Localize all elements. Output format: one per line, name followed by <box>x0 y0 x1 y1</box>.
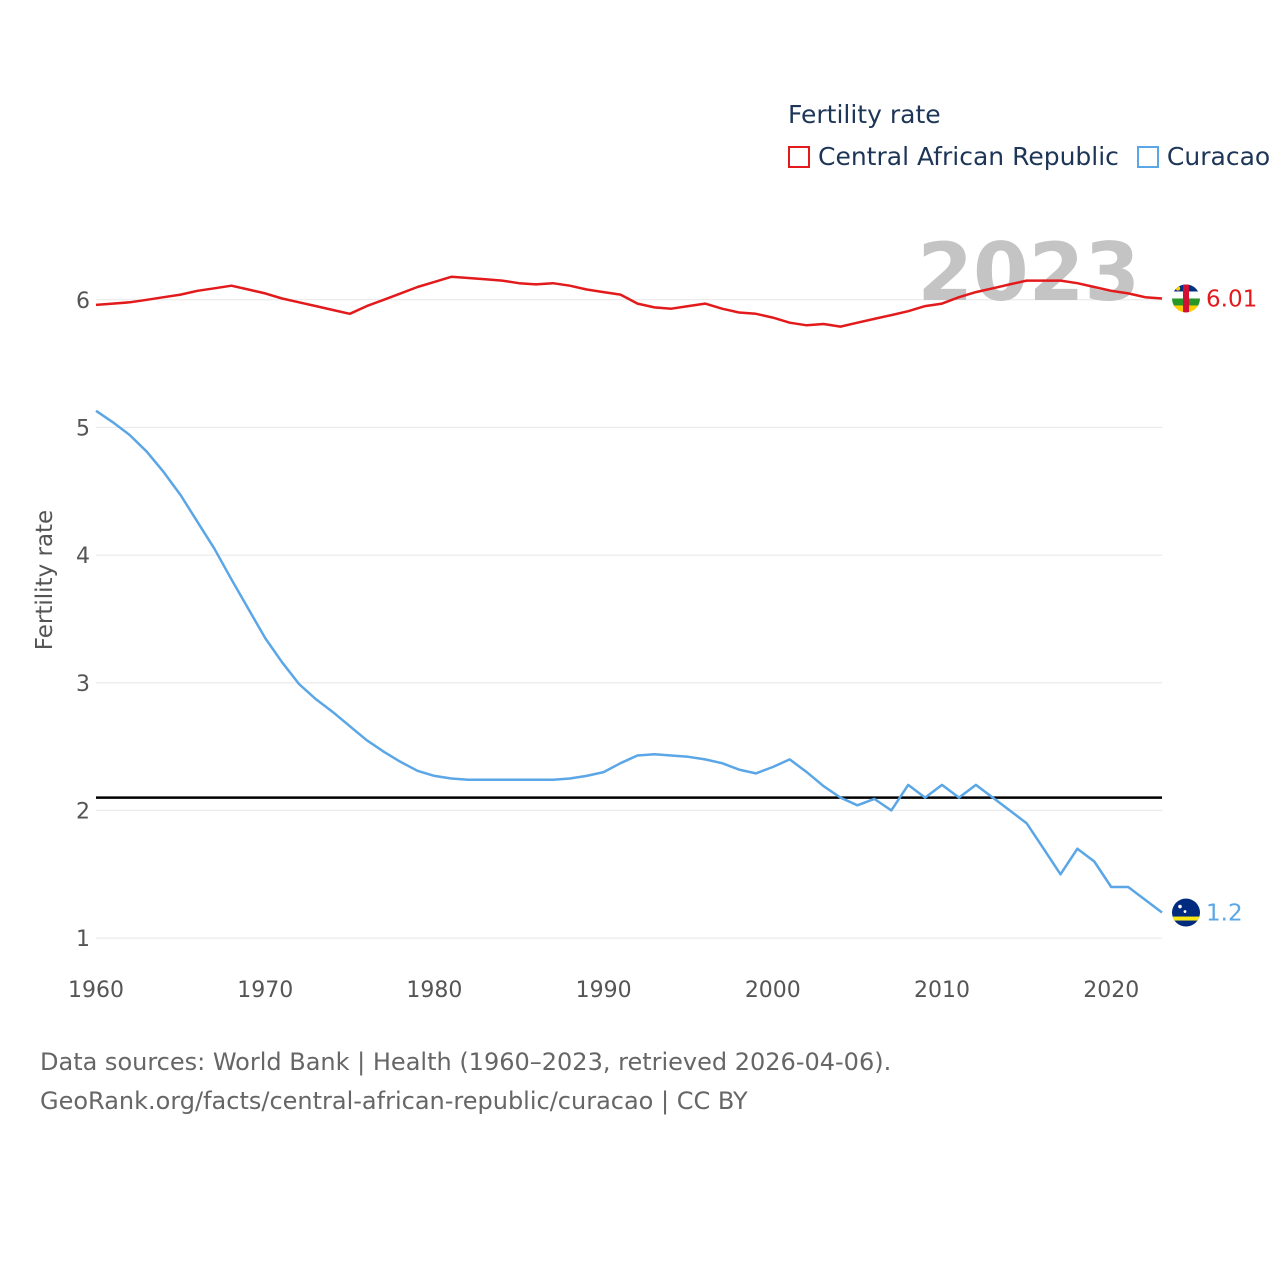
x-axis-ticks: 1960 1970 1980 1990 2000 2010 2020 <box>68 978 1139 1003</box>
y-axis-label: Fertility rate <box>32 510 58 650</box>
grid-lines <box>96 299 1162 939</box>
footer-sources: Data sources: World Bank | Health (1960–… <box>40 1048 892 1076</box>
legend-item-central-african-republic[interactable]: Central African Republic <box>788 142 1119 171</box>
footer-link[interactable]: GeoRank.org/facts/central-african-republ… <box>40 1087 748 1115</box>
footer: Data sources: World Bank | Health (1960–… <box>40 1043 891 1121</box>
x-tick-label-1980: 1980 <box>406 978 462 1003</box>
x-tick-label-1970: 1970 <box>237 978 293 1003</box>
year-watermark: 2023 <box>917 226 1140 319</box>
legend-swatch-central-african-republic <box>788 145 810 168</box>
x-tick-label-1960: 1960 <box>68 978 124 1003</box>
y-tick-label-6: 6 <box>76 289 90 314</box>
series-lines <box>95 275 1163 914</box>
legend: Central African Republic Curacao <box>788 142 1280 171</box>
y-tick-label-2: 2 <box>76 799 90 824</box>
x-tick-label-1990: 1990 <box>576 978 632 1003</box>
legend-label-central-african-republic: Central African Republic <box>818 142 1119 171</box>
end-value-label-curacao: 1.2 <box>1206 901 1243 927</box>
x-tick-label-2010: 2010 <box>914 978 970 1003</box>
curacao-flag-icon <box>1172 898 1200 927</box>
central-african-republic-flag-icon <box>1172 284 1200 313</box>
y-tick-label-5: 5 <box>76 416 90 441</box>
legend-title: Fertility rate <box>788 100 941 129</box>
series-line-central-african-republic <box>95 275 1163 328</box>
x-tick-label-2020: 2020 <box>1083 978 1139 1003</box>
y-tick-label-1: 1 <box>76 927 90 952</box>
y-tick-label-4: 4 <box>76 544 90 569</box>
legend-swatch-curacao <box>1136 145 1159 168</box>
x-tick-label-2000: 2000 <box>745 978 801 1003</box>
y-axis-ticks: 1 2 3 4 5 6 <box>76 289 90 952</box>
series-line-curacao <box>95 409 1163 914</box>
end-marker-central-african-republic: 6.01 <box>1172 284 1257 313</box>
end-marker-curacao: 1.2 <box>1172 898 1243 927</box>
series-end-markers: 6.01 1.2 <box>1172 284 1257 927</box>
y-tick-label-3: 3 <box>76 672 90 697</box>
legend-item-curacao[interactable]: Curacao <box>1136 142 1271 171</box>
legend-label-curacao: Curacao <box>1166 142 1271 171</box>
end-value-label-central-african-republic: 6.01 <box>1206 286 1257 312</box>
